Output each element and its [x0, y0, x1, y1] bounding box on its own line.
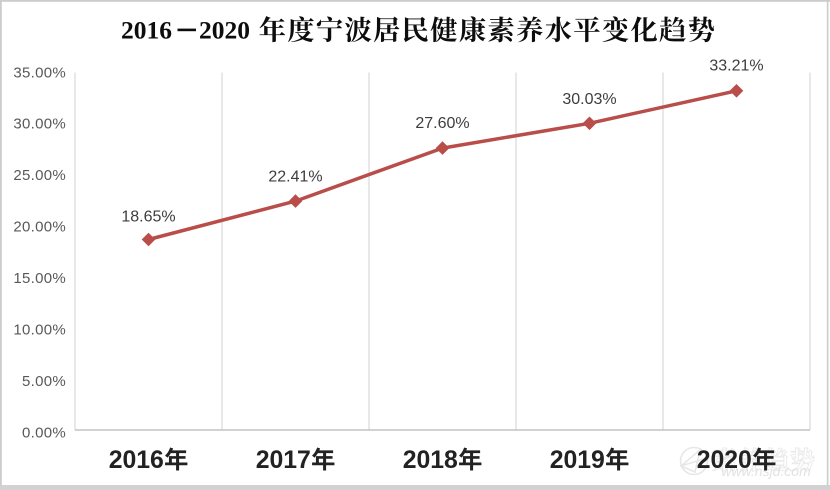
svg-text:2016: 2016: [109, 447, 164, 474]
svg-text:www.nsjd.com: www.nsjd.com: [721, 463, 811, 479]
svg-text:0.00%: 0.00%: [22, 424, 66, 441]
svg-text:2017: 2017: [256, 447, 311, 474]
svg-text:30.03%: 30.03%: [562, 91, 616, 108]
svg-text:10.00%: 10.00%: [13, 321, 66, 338]
svg-text:20.00%: 20.00%: [13, 219, 66, 236]
svg-text:2016: 2016: [121, 16, 172, 45]
svg-text:25.00%: 25.00%: [13, 167, 66, 184]
svg-text:27.60%: 27.60%: [415, 115, 469, 132]
svg-text:35.00%: 35.00%: [13, 64, 66, 81]
svg-text:33.21%: 33.21%: [709, 58, 763, 75]
svg-text:22.41%: 22.41%: [268, 168, 322, 185]
svg-text:2020: 2020: [697, 447, 752, 474]
svg-text:18.65%: 18.65%: [121, 208, 175, 225]
svg-text:2018: 2018: [403, 447, 458, 474]
svg-text:5.00%: 5.00%: [22, 373, 66, 390]
svg-text:2020: 2020: [199, 16, 250, 45]
svg-text:30.00%: 30.00%: [13, 116, 66, 133]
svg-text:2019: 2019: [550, 447, 605, 474]
svg-text:15.00%: 15.00%: [13, 270, 66, 287]
